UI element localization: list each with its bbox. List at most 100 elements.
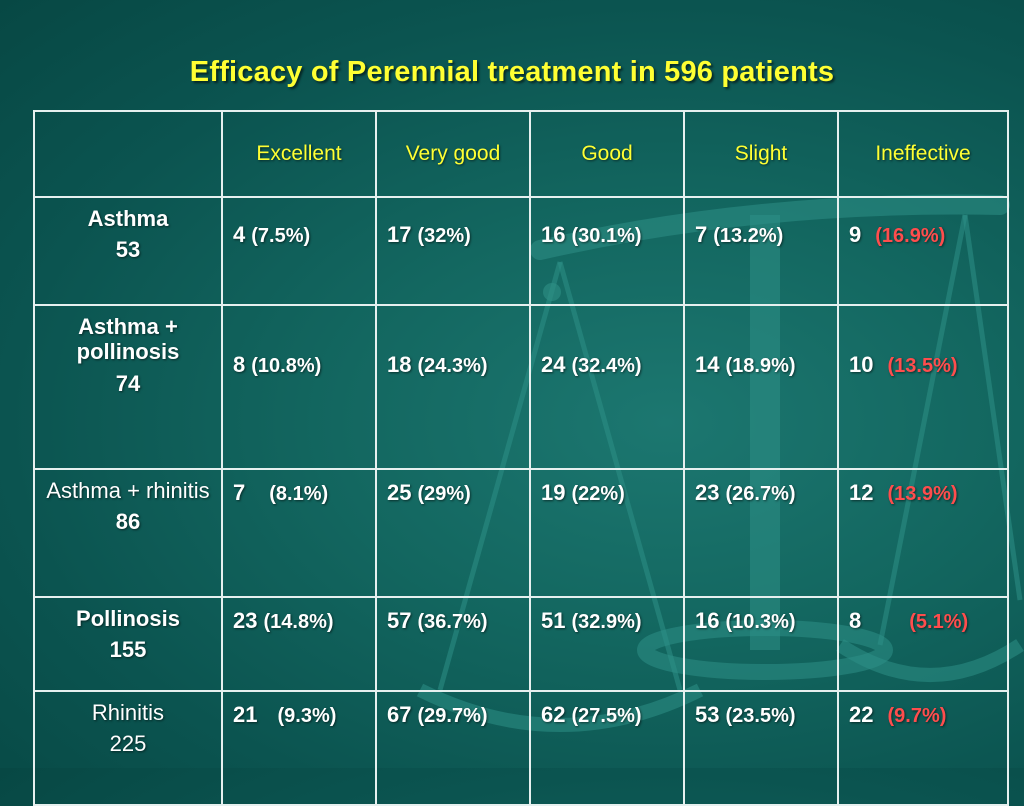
cell-count: 23 <box>233 608 258 633</box>
cell-count: 7 <box>695 222 708 247</box>
column-header: Excellent <box>221 110 377 198</box>
row-count: 74 <box>115 370 141 396</box>
cell-count: 25 <box>387 480 412 505</box>
column-header: Ineffective <box>837 110 1009 198</box>
cell-count: 51 <box>541 608 566 633</box>
cell-percent: (14.8%) <box>263 611 334 633</box>
table-cell: 62 (27.5%) <box>529 690 685 806</box>
cell-percent: (13.9%) <box>887 483 958 505</box>
table-cell: 24 (32.4%) <box>529 304 685 470</box>
corner-cell <box>33 110 223 198</box>
table-cell: 9 (16.9%) <box>837 196 1009 306</box>
table-cell: 67 (29.7%) <box>375 690 531 806</box>
table-cell: 51 (32.9%) <box>529 596 685 692</box>
cell-percent: (10.8%) <box>251 355 322 377</box>
cell-percent: (10.3%) <box>725 611 796 633</box>
cell-count: 17 <box>387 222 412 247</box>
table-cell: 7 (8.1%) <box>221 468 377 598</box>
table-cell: 8 (10.8%) <box>221 304 377 470</box>
table-cell: 16 (10.3%) <box>683 596 839 692</box>
table-cell: 19 (22%) <box>529 468 685 598</box>
row-header: Asthma 53 <box>33 196 223 306</box>
cell-count: 8 <box>233 352 246 377</box>
table-cell: 17 (32%) <box>375 196 531 306</box>
cell-percent: (29.7%) <box>417 705 488 727</box>
cell-percent: (8.1%) <box>269 483 329 505</box>
table-cell: 18 (24.3%) <box>375 304 531 470</box>
cell-percent: (24.3%) <box>417 355 488 377</box>
row-header: Pollinosis 155 <box>33 596 223 692</box>
cell-count: 21 <box>233 702 258 727</box>
cell-percent: (9.3%) <box>277 705 337 727</box>
cell-percent: (32%) <box>417 225 471 247</box>
header-row: Excellent Very good Good Slight Ineffect… <box>33 110 1009 198</box>
row-label: Rhinitis <box>91 700 165 725</box>
row-header: Asthma + pollinosis 74 <box>33 304 223 470</box>
row-count: 155 <box>109 637 147 663</box>
row-count: 225 <box>109 731 147 757</box>
column-header: Very good <box>375 110 531 198</box>
row-count: 86 <box>115 509 141 535</box>
row-label: Asthma + pollinosis <box>76 314 180 365</box>
cell-percent: (26.7%) <box>725 483 796 505</box>
cell-count: 16 <box>541 222 566 247</box>
cell-count: 12 <box>849 480 874 505</box>
cell-count: 24 <box>541 352 566 377</box>
cell-percent: (32.4%) <box>571 355 642 377</box>
column-header: Slight <box>683 110 839 198</box>
cell-percent: (32.9%) <box>571 611 642 633</box>
cell-percent: (29%) <box>417 483 471 505</box>
cell-percent: (22%) <box>571 483 625 505</box>
table-cell: 4 (7.5%) <box>221 196 377 306</box>
table-cell: 16 (30.1%) <box>529 196 685 306</box>
column-header: Good <box>529 110 685 198</box>
cell-percent: (5.1%) <box>909 611 969 633</box>
row-header: Rhinitis 225 <box>33 690 223 806</box>
table-cell: 14 (18.9%) <box>683 304 839 470</box>
cell-count: 18 <box>387 352 412 377</box>
cell-percent: (30.1%) <box>571 225 642 247</box>
cell-count: 7 <box>233 480 246 505</box>
cell-count: 22 <box>849 702 874 727</box>
table-row: Rhinitis 225 21 (9.3%) 67 (29.7%) 62 (27.5%… <box>33 690 1009 806</box>
table-cell: 23 (14.8%) <box>221 596 377 692</box>
cell-count: 8 <box>849 608 862 633</box>
table-cell: 8 (5.1%) <box>837 596 1009 692</box>
cell-count: 10 <box>849 352 874 377</box>
cell-count: 57 <box>387 608 412 633</box>
cell-percent: (7.5%) <box>251 225 311 247</box>
row-label: Pollinosis <box>76 606 180 631</box>
table-cell: 10 (13.5%) <box>837 304 1009 470</box>
table-cell: 7 (13.2%) <box>683 196 839 306</box>
page-title: Efficacy of Perennial treatment in 596 p… <box>189 56 835 88</box>
table-cell: 23 (26.7%) <box>683 468 839 598</box>
cell-count: 9 <box>849 222 862 247</box>
cell-percent: (16.9%) <box>875 225 946 247</box>
cell-count: 19 <box>541 480 566 505</box>
cell-percent: (36.7%) <box>417 611 488 633</box>
cell-percent: (23.5%) <box>725 705 796 727</box>
efficacy-table: Excellent Very good Good Slight Ineffect… <box>33 110 1009 806</box>
cell-count: 14 <box>695 352 720 377</box>
cell-count: 62 <box>541 702 566 727</box>
cell-percent: (27.5%) <box>571 705 642 727</box>
row-header: Asthma + rhinitis 86 <box>33 468 223 598</box>
table-cell: 21 (9.3%) <box>221 690 377 806</box>
table-cell: 53 (23.5%) <box>683 690 839 806</box>
row-count: 53 <box>115 237 141 263</box>
table-cell: 12 (13.9%) <box>837 468 1009 598</box>
cell-count: 67 <box>387 702 412 727</box>
cell-count: 53 <box>695 702 720 727</box>
table-cell: 22 (9.7%) <box>837 690 1009 806</box>
cell-percent: (13.2%) <box>713 225 784 247</box>
cell-percent: (13.5%) <box>887 355 958 377</box>
table-row: Asthma + pollinosis 74 8 (10.8%) 18 (24.3%… <box>33 304 1009 470</box>
cell-count: 23 <box>695 480 720 505</box>
row-label: Asthma <box>87 206 169 231</box>
cell-percent: (18.9%) <box>725 355 796 377</box>
cell-count: 16 <box>695 608 720 633</box>
table-row: Asthma + rhinitis 86 7 (8.1%) 25 (29%) 19(… <box>33 468 1009 598</box>
cell-percent: (9.7%) <box>887 705 947 727</box>
cell-count: 4 <box>233 222 246 247</box>
table-cell: 25 (29%) <box>375 468 531 598</box>
